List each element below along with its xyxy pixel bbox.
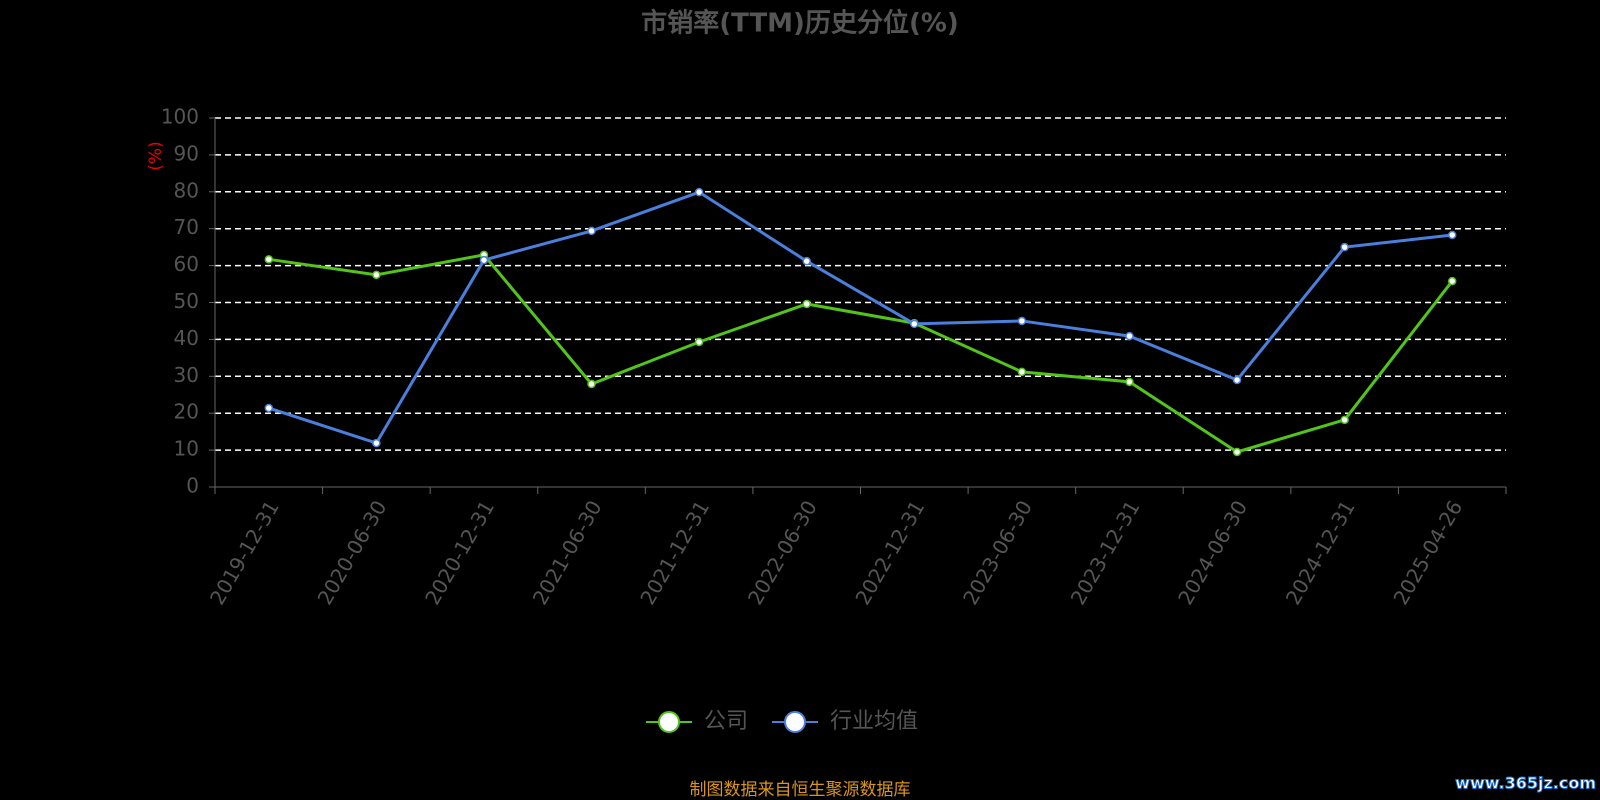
- data-point: [1232, 375, 1242, 385]
- y-tick-label: 40: [174, 326, 199, 350]
- data-point: [479, 255, 489, 265]
- data-point: [1017, 367, 1027, 377]
- legend-label: 公司: [704, 709, 748, 734]
- data-point: [372, 270, 381, 280]
- legend-marker: [658, 711, 680, 733]
- y-tick-label: 90: [174, 141, 199, 165]
- y-tick-label: 30: [174, 363, 199, 387]
- data-point: [1447, 230, 1457, 240]
- data-point: [264, 255, 274, 264]
- data-point: [910, 319, 919, 329]
- data-point: [1340, 242, 1349, 252]
- data-point: [1340, 415, 1349, 425]
- data-point: [694, 337, 704, 347]
- y-tick-label: 0: [186, 474, 199, 498]
- y-tick-label: 20: [174, 400, 199, 424]
- y-tick-label: 80: [174, 178, 199, 202]
- chart-title: 市销率(TTM)历史分位(%): [641, 8, 959, 39]
- y-tick-label: 100: [161, 105, 199, 129]
- data-point: [1017, 316, 1027, 326]
- source-note: 制图数据来自恒生聚源数据库: [690, 780, 911, 800]
- data-point: [802, 256, 811, 266]
- y-axis-label: (%): [146, 141, 166, 170]
- data-point: [1447, 276, 1457, 286]
- data-point: [264, 403, 274, 413]
- data-point: [587, 379, 596, 389]
- legend-label: 行业均值: [830, 709, 918, 734]
- series-line: [268, 190, 1453, 445]
- data-point: [1125, 331, 1134, 341]
- data-point: [1232, 447, 1242, 457]
- y-tick-label: 70: [174, 215, 199, 239]
- y-tick-label: 50: [174, 289, 199, 313]
- data-point: [1125, 377, 1134, 387]
- data-point: [802, 299, 811, 309]
- y-tick-label: 60: [174, 252, 199, 276]
- data-point: [372, 438, 381, 448]
- y-tick-label: 10: [174, 437, 199, 461]
- watermark: www.365jz.com: [1455, 774, 1596, 793]
- legend-marker: [784, 711, 807, 733]
- data-point: [694, 187, 704, 197]
- data-point: [587, 226, 596, 236]
- series-line: [268, 253, 1454, 454]
